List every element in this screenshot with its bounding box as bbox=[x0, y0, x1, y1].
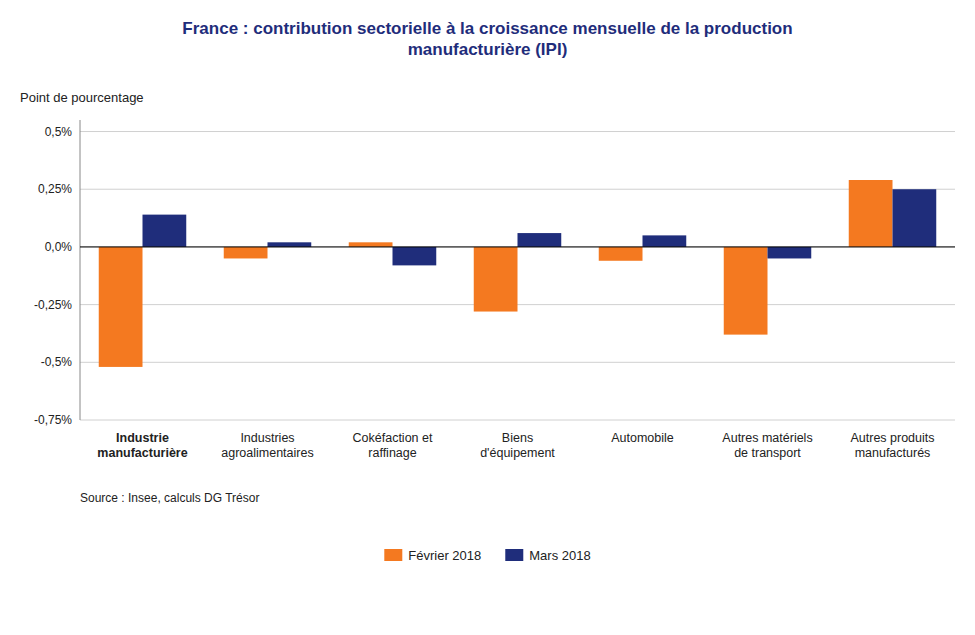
bar bbox=[893, 189, 937, 247]
annotation: Source : Insee, calculs DG Trésor bbox=[80, 491, 259, 505]
y-tick-label: -0,25% bbox=[34, 298, 72, 312]
y-tick-label: -0,5% bbox=[41, 355, 73, 369]
text-line: Autres produits bbox=[850, 431, 934, 445]
y-axis-label: Point de pourcentage bbox=[20, 90, 144, 105]
text-line: de transport bbox=[734, 446, 801, 460]
bar bbox=[224, 247, 268, 259]
bar bbox=[349, 242, 393, 247]
text-line: manufacturière (IPI) bbox=[408, 40, 568, 59]
legend-label: Mars 2018 bbox=[529, 548, 590, 563]
bar bbox=[99, 247, 143, 367]
text-line: Biens bbox=[502, 431, 533, 445]
text-line: d'équipement bbox=[480, 446, 555, 460]
y-tick-label: 0,5% bbox=[45, 125, 73, 139]
bar bbox=[768, 247, 812, 259]
zero-line bbox=[80, 246, 955, 247]
text-line: manufacturière bbox=[97, 446, 187, 460]
text-line: Automobile bbox=[611, 431, 674, 445]
grid-line bbox=[80, 189, 955, 190]
x-tick-label: Autres matérielsde transport bbox=[722, 431, 812, 460]
x-tick-label: Automobile bbox=[611, 431, 674, 445]
bar bbox=[393, 247, 437, 265]
bar bbox=[724, 247, 768, 335]
bar bbox=[143, 215, 187, 247]
y-tick-label: 0,0% bbox=[45, 240, 73, 254]
bar bbox=[643, 235, 687, 247]
grid bbox=[80, 132, 955, 420]
legend-swatch bbox=[384, 549, 402, 561]
y-axis-line bbox=[80, 120, 81, 420]
x-tick-label: Industriemanufacturière bbox=[97, 431, 187, 460]
bar bbox=[849, 180, 893, 247]
bar bbox=[268, 242, 312, 247]
text-line: agroalimentaires bbox=[221, 446, 313, 460]
chart: France : contribution sectorielle à la c… bbox=[0, 0, 975, 635]
text-line: Industries bbox=[240, 431, 294, 445]
bar bbox=[518, 233, 562, 247]
y-tick-label: -0,75% bbox=[34, 413, 72, 427]
x-tick-label: Cokéfaction etraffinage bbox=[353, 431, 433, 460]
legend-swatch bbox=[505, 549, 523, 561]
grid-line bbox=[80, 420, 955, 421]
grid-line bbox=[80, 131, 955, 132]
legend-item: Février 2018 bbox=[384, 548, 481, 563]
text-line: raffinage bbox=[368, 446, 416, 460]
title: France : contribution sectorielle à la c… bbox=[182, 19, 792, 59]
bar bbox=[599, 247, 643, 261]
text-line: France : contribution sectorielle à la c… bbox=[182, 19, 792, 38]
x-tick-label: Biensd'équipement bbox=[480, 431, 555, 460]
legend: Février 2018 Mars 2018 bbox=[384, 548, 590, 563]
grid-line bbox=[80, 362, 955, 363]
text-line: Industrie bbox=[116, 431, 169, 445]
bars bbox=[99, 180, 937, 367]
legend-label: Février 2018 bbox=[408, 548, 481, 563]
text-line: Autres matériels bbox=[722, 431, 812, 445]
y-tick-label: 0,25% bbox=[38, 182, 72, 196]
legend-item: Mars 2018 bbox=[505, 548, 590, 563]
grid-line bbox=[80, 246, 955, 247]
x-tick-label: Autres produitsmanufacturés bbox=[850, 431, 934, 460]
text-line: manufacturés bbox=[855, 446, 931, 460]
x-tick-label: Industriesagroalimentaires bbox=[221, 431, 313, 460]
text-line: Cokéfaction et bbox=[353, 431, 433, 445]
bar bbox=[474, 247, 518, 312]
